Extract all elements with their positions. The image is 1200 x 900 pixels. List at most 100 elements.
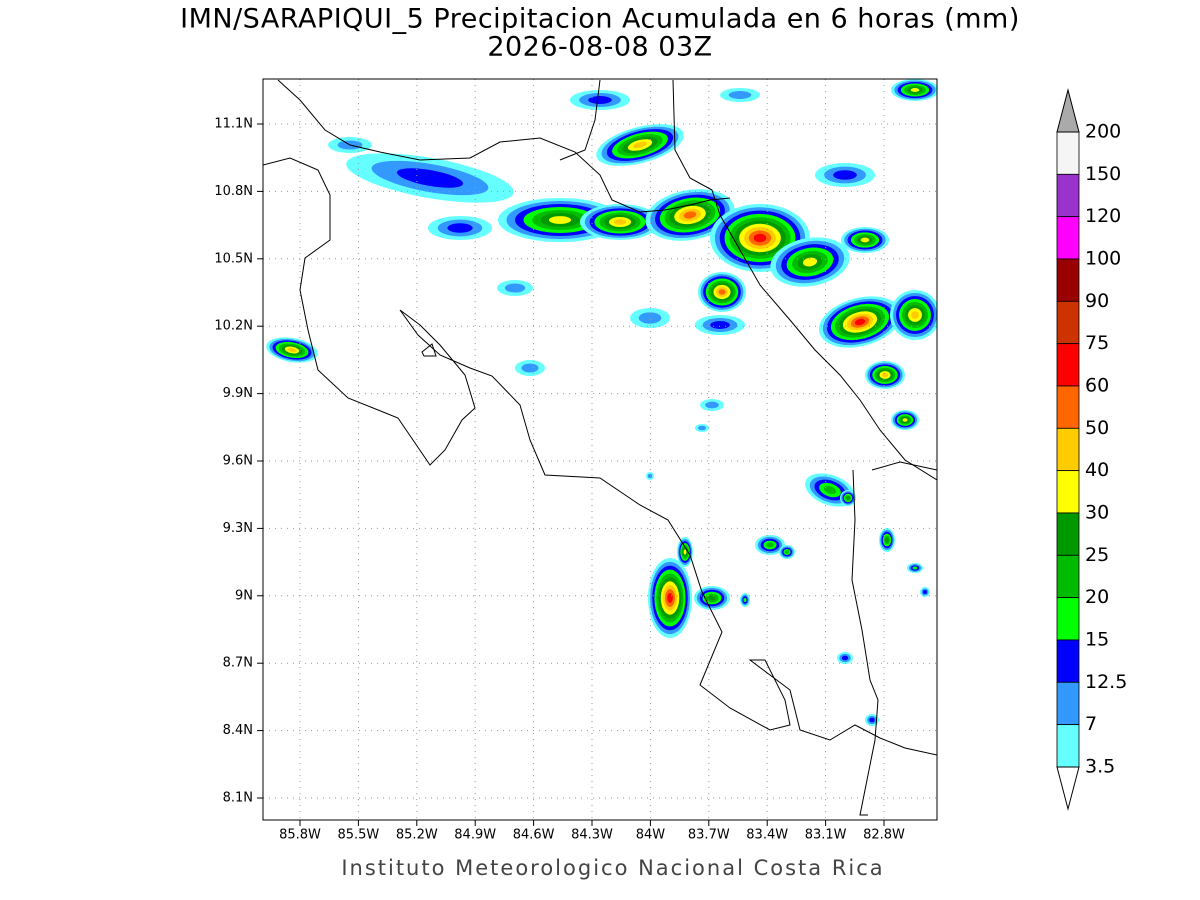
rain-cell (881, 372, 889, 378)
colorbar-label: 30 (1085, 501, 1109, 523)
precipitation (266, 79, 937, 726)
rain-cell (841, 655, 849, 661)
rain-cell (710, 321, 730, 329)
y-tick-label: 9.9N (223, 386, 253, 401)
footer: Instituto Meteorologico Nacional Costa R… (341, 856, 884, 880)
rain-cell (911, 311, 919, 319)
rain-cell (823, 485, 837, 495)
rain-cell (885, 537, 889, 543)
colorbar-segment (1056, 173, 1080, 218)
coastline (559, 79, 601, 161)
rain-cell (912, 566, 918, 570)
coastline (851, 469, 879, 816)
title: IMN/SARAPIQUI_5 Precipitacion Acumulada … (180, 4, 1020, 35)
colorbar-label: 90 (1085, 290, 1109, 312)
rain-cell (447, 223, 473, 233)
coastline (421, 343, 437, 357)
y-tick-label: 9N (235, 588, 253, 603)
rain-cell (753, 233, 767, 243)
rain-cell (647, 473, 653, 479)
y-tick-label: 9.3N (223, 521, 253, 536)
rain-cell (683, 549, 687, 555)
grid: 11.1N 10.8N 10.5N 10.2N 9.9N 9.6N 9.3N 9N 8.7N 8.… (214, 79, 937, 843)
rain-cell (548, 216, 572, 224)
colorbar-label: 100 (1085, 247, 1121, 269)
map-frame (262, 78, 938, 821)
rain-cell (846, 496, 850, 500)
colorbar-label: 50 (1085, 417, 1109, 439)
colorbar-segment (1056, 470, 1080, 514)
rain-cell (504, 283, 526, 293)
rain-cell (766, 542, 774, 548)
colorbar-segment (1056, 724, 1080, 768)
rain-cell (902, 418, 908, 422)
colorbar-label: 40 (1085, 459, 1109, 481)
colorbar-segment (1056, 597, 1080, 641)
x-tick-label: 84.6W (513, 828, 555, 843)
coastline (672, 79, 937, 481)
colorbar-label: 3.5 (1085, 755, 1115, 777)
x-tick-label: 84.3W (571, 828, 613, 843)
rain-cell (860, 237, 870, 243)
rain-cell (613, 219, 627, 225)
colorbar-label: 200 (1085, 121, 1121, 143)
colorbar-label: 60 (1085, 374, 1109, 396)
colorbar-segment (1056, 554, 1080, 599)
colorbar: 200 150 120 100 90 75 60 50 40 30 25 20 15 12.5 7 3.5 (1056, 88, 1127, 811)
x-tick-label: 84W (636, 828, 666, 843)
colorbar-segment (1056, 216, 1080, 260)
colorbar-segment (1056, 681, 1080, 726)
colorbar-label: 7 (1085, 713, 1097, 735)
rain-cell (833, 170, 857, 180)
rain-cell (633, 141, 647, 149)
coastline (263, 157, 937, 756)
rain-cell (638, 312, 662, 324)
colorbar-segment (1056, 343, 1080, 387)
x-tick-label: 82.8W (863, 828, 905, 843)
colorbar-label: 150 (1085, 163, 1121, 185)
y-tick-label: 8.7N (223, 656, 253, 671)
y-tick-label: 9.6N (223, 454, 253, 469)
rain-cell (667, 592, 673, 604)
colorbar-segment (1056, 427, 1080, 472)
coastline (277, 79, 731, 213)
y-tick-label: 11.1N (214, 117, 253, 132)
rain-cell (705, 401, 719, 409)
x-tick-label: 83.1W (805, 828, 847, 843)
subtitle: 2026-08-08 03Z (487, 32, 712, 63)
y-tick-label: 8.4N (223, 723, 253, 738)
rain-cell (910, 88, 920, 92)
x-tick-label: 85.2W (396, 828, 438, 843)
colorbar-label: 20 (1085, 586, 1109, 608)
colorbar-segment (1056, 300, 1080, 345)
rain-cell (923, 590, 927, 594)
coastlines (263, 79, 937, 816)
rain-cell (869, 717, 875, 723)
rain-cell (802, 257, 818, 267)
y-tick-label: 10.5N (214, 251, 253, 266)
rain-cell (718, 289, 726, 295)
colorbar-segment (1056, 385, 1080, 429)
colorbar-segment (1056, 258, 1080, 302)
rain-cell (521, 363, 539, 373)
rain-cell (588, 96, 612, 104)
y-tick-label: 10.2N (214, 319, 253, 334)
colorbar-label: 120 (1085, 205, 1121, 227)
rain-cell (683, 211, 697, 219)
x-tick-label: 84.9W (454, 828, 496, 843)
y-tick-label: 8.1N (223, 791, 253, 806)
coastline (871, 461, 937, 471)
colorbar-label: 75 (1085, 332, 1109, 354)
colorbar-segment (1056, 639, 1080, 683)
colorbar-segment (1056, 512, 1080, 556)
rain-cell (854, 318, 866, 326)
colorbar-label: 15 (1085, 628, 1109, 650)
rain-cell (287, 348, 297, 352)
colorbar-label: 12.5 (1085, 671, 1127, 693)
x-tick-label: 83.7W (688, 828, 730, 843)
colorbar-label: 25 (1085, 544, 1109, 566)
rain-cell (743, 597, 747, 603)
x-tick-label: 83.4W (746, 828, 788, 843)
rain-cell (785, 550, 789, 554)
